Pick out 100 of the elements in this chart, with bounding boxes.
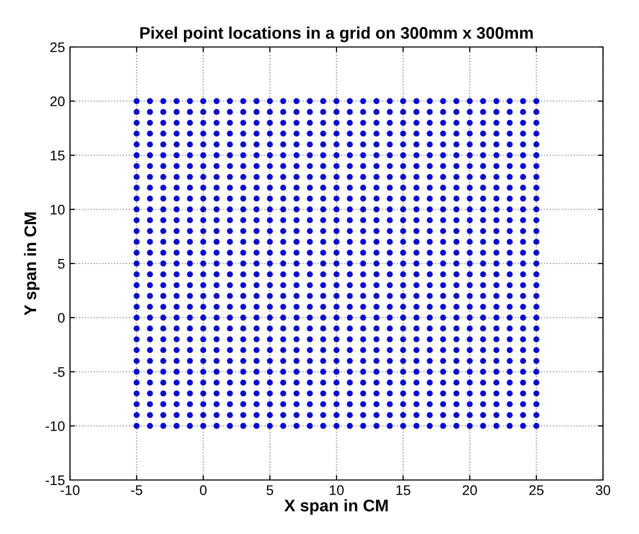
point	[480, 326, 486, 332]
point	[160, 401, 166, 408]
point	[254, 109, 260, 115]
point	[254, 293, 260, 299]
point	[493, 120, 500, 126]
point	[374, 390, 380, 396]
point	[493, 390, 500, 396]
point	[480, 120, 486, 126]
point	[134, 304, 140, 310]
point	[134, 196, 140, 202]
point	[186, 206, 193, 212]
point	[214, 336, 220, 342]
point	[306, 217, 313, 224]
point	[386, 390, 393, 396]
point	[480, 228, 486, 234]
point	[320, 314, 326, 321]
point	[480, 174, 486, 180]
point	[186, 141, 193, 148]
point	[226, 390, 233, 396]
point	[134, 109, 140, 115]
point	[386, 314, 393, 321]
point	[466, 238, 473, 245]
point	[506, 174, 513, 180]
point	[520, 314, 526, 321]
point	[346, 250, 353, 256]
point	[334, 380, 340, 386]
point	[426, 347, 433, 354]
point	[306, 120, 313, 126]
point	[147, 380, 153, 386]
point	[386, 206, 393, 212]
point	[254, 336, 260, 342]
point	[466, 390, 473, 396]
point	[533, 401, 540, 408]
point	[200, 282, 206, 288]
point	[453, 184, 460, 191]
point	[254, 228, 260, 234]
point	[334, 422, 340, 429]
point	[306, 326, 313, 332]
point	[346, 238, 353, 245]
point	[360, 141, 366, 148]
point	[294, 250, 300, 256]
point	[520, 336, 526, 342]
point	[280, 282, 286, 288]
point	[134, 174, 140, 180]
point	[160, 358, 166, 364]
point	[506, 98, 513, 104]
point	[254, 314, 260, 321]
point	[147, 282, 153, 288]
point	[147, 206, 153, 212]
point	[160, 368, 166, 375]
point	[147, 336, 153, 342]
point	[226, 163, 233, 170]
point	[440, 98, 446, 104]
point	[426, 260, 433, 266]
point	[374, 206, 380, 212]
point	[254, 358, 260, 364]
point	[200, 412, 206, 418]
point	[334, 120, 340, 126]
point	[346, 184, 353, 191]
point	[280, 174, 286, 180]
point	[240, 174, 246, 180]
point	[186, 109, 193, 115]
point	[134, 282, 140, 288]
point	[374, 196, 380, 202]
point	[386, 174, 393, 180]
point	[440, 163, 446, 170]
y-tick-label: 5	[58, 258, 65, 269]
point	[214, 109, 220, 115]
point	[533, 293, 540, 299]
point	[266, 368, 273, 375]
point	[440, 401, 446, 408]
point	[493, 238, 500, 245]
point	[400, 293, 406, 299]
point	[506, 271, 513, 278]
point	[453, 368, 460, 375]
point	[346, 293, 353, 299]
point	[306, 401, 313, 408]
point	[186, 130, 193, 137]
point	[186, 326, 193, 332]
point	[346, 152, 353, 158]
point	[520, 109, 526, 115]
point	[520, 174, 526, 180]
point	[480, 336, 486, 342]
point	[320, 422, 326, 429]
point	[160, 422, 166, 429]
point	[294, 380, 300, 386]
point	[280, 206, 286, 212]
point	[400, 206, 406, 212]
point	[320, 238, 326, 245]
point	[240, 260, 246, 266]
point	[414, 196, 420, 202]
point	[533, 390, 540, 396]
point	[440, 380, 446, 386]
point	[533, 422, 540, 429]
point	[134, 228, 140, 234]
point	[294, 130, 300, 137]
point	[414, 184, 420, 191]
point	[334, 238, 340, 245]
point	[214, 390, 220, 396]
point	[294, 412, 300, 418]
